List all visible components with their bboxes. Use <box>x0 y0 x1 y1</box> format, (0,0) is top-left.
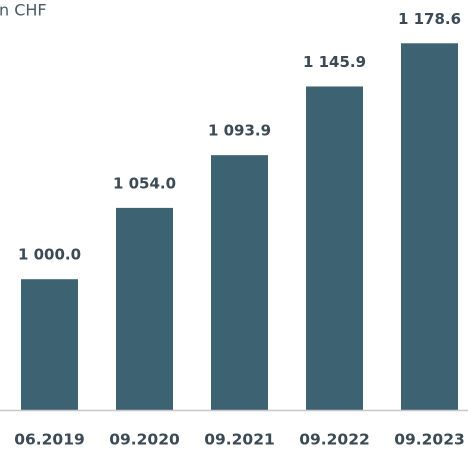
bar <box>306 86 363 410</box>
x-tick-label: 06.2019 <box>14 431 85 449</box>
x-tick-label: 09.2021 <box>204 431 275 449</box>
bar <box>401 43 458 410</box>
chart-title: n CHF <box>0 1 47 20</box>
value-label: 1 145.9 <box>303 53 366 71</box>
value-label: 1 178.6 <box>398 10 461 28</box>
value-label: 1 093.9 <box>208 122 271 140</box>
bar <box>21 279 78 410</box>
value-label: 1 054.0 <box>113 174 176 192</box>
bar <box>116 207 173 410</box>
bar <box>211 155 268 410</box>
x-tick-label: 09.2023 <box>394 431 465 449</box>
x-tick-label: 09.2020 <box>109 431 180 449</box>
x-tick-label: 09.2022 <box>299 431 370 449</box>
value-label: 1 000.0 <box>18 246 81 264</box>
